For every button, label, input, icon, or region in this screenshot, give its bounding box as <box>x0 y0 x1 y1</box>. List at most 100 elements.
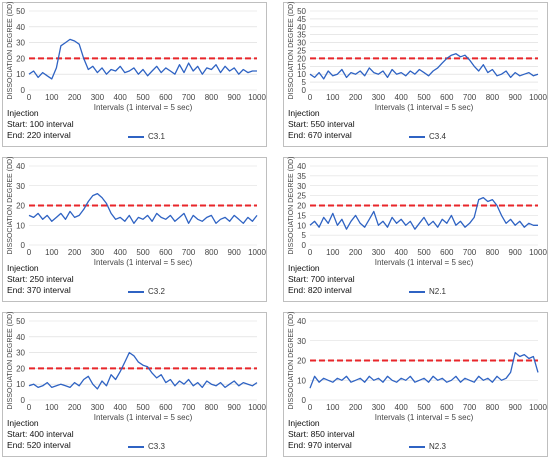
x-tick-label: 200 <box>349 403 363 412</box>
x-tick-label: 500 <box>136 248 150 257</box>
y-tick-label: 20 <box>16 364 25 373</box>
y-axis-label: DISSOCIATION DEGREE (DD) <box>288 2 295 100</box>
y-tick-label: 20 <box>297 54 306 63</box>
x-tick-label: 600 <box>440 93 454 102</box>
x-tick-label: 0 <box>27 93 32 102</box>
x-tick-label: 300 <box>372 93 386 102</box>
legend-swatch <box>409 445 425 448</box>
injection-start: Start: 700 interval <box>288 274 355 284</box>
x-tick-label: 1000 <box>529 248 547 257</box>
x-tick-label: 500 <box>136 403 150 412</box>
y-tick-label: 15 <box>297 62 306 71</box>
x-tick-label: 800 <box>486 93 500 102</box>
injection-start: Start: 250 interval <box>7 274 74 284</box>
y-tick-label: 10 <box>16 221 25 230</box>
y-tick-label: 0 <box>21 396 26 405</box>
x-tick-label: 1000 <box>529 403 547 412</box>
legend-label: C3.1 <box>148 132 165 141</box>
y-tick-label: 10 <box>297 70 306 79</box>
x-tick-label: 300 <box>91 248 105 257</box>
chart-panel: 0 10 20 30 40 50 0 100 200 300 400 500 600 700 800 900 1… <box>2 312 267 457</box>
y-axis-label: DISSOCIATION DEGREE (DD) <box>288 157 295 255</box>
x-tick-label: 1000 <box>248 248 266 257</box>
x-tick-label: 300 <box>372 403 386 412</box>
x-axis-label: Intervals (1 interval = 5 sec) <box>375 413 474 422</box>
injection-end: End: 670 interval <box>288 130 352 140</box>
x-tick-label: 800 <box>205 403 219 412</box>
y-tick-label: 10 <box>16 70 25 79</box>
injection-start: Start: 400 interval <box>7 429 74 439</box>
injection-info: Injection Start: 550 interval End: 670 i… <box>288 108 355 141</box>
y-axis-label: DISSOCIATION DEGREE (DD) <box>7 312 14 410</box>
series-line <box>28 38 257 80</box>
x-tick-label: 700 <box>463 248 477 257</box>
y-tick-label: 0 <box>302 241 307 250</box>
x-tick-label: 400 <box>395 93 409 102</box>
x-tick-label: 400 <box>395 403 409 412</box>
y-tick-label: 20 <box>16 202 25 211</box>
chart-panel: 0 5 10 15 20 25 30 35 40 45 50 0 100 200 300 400 500 600 7… <box>283 2 548 147</box>
x-axis-label: Intervals (1 interval = 5 sec) <box>94 413 193 422</box>
injection-title: Injection <box>288 418 320 428</box>
y-tick-label: 5 <box>302 78 307 87</box>
legend: C3.1 <box>128 132 165 141</box>
y-tick-label: 30 <box>297 39 306 48</box>
x-tick-label: 1000 <box>248 403 266 412</box>
injection-title: Injection <box>288 108 320 118</box>
legend-label: C3.4 <box>429 132 446 141</box>
legend-swatch <box>128 290 144 293</box>
y-tick-label: 40 <box>16 162 25 171</box>
x-tick-label: 0 <box>27 403 32 412</box>
x-tick-label: 100 <box>326 403 340 412</box>
x-tick-label: 200 <box>68 93 82 102</box>
x-tick-label: 300 <box>91 93 105 102</box>
y-tick-label: 0 <box>302 86 307 95</box>
series-line <box>309 196 538 230</box>
x-tick-label: 600 <box>159 93 173 102</box>
y-tick-label: 35 <box>297 172 306 181</box>
x-tick-label: 400 <box>395 248 409 257</box>
y-tick-label: 40 <box>16 333 25 342</box>
x-tick-label: 100 <box>45 248 59 257</box>
x-tick-label: 0 <box>308 93 313 102</box>
injection-title: Injection <box>7 263 39 273</box>
legend-swatch <box>128 445 144 448</box>
legend: N2.1 <box>409 287 446 296</box>
x-tick-label: 200 <box>349 93 363 102</box>
y-tick-label: 0 <box>21 241 26 250</box>
x-tick-label: 1000 <box>248 93 266 102</box>
injection-end: End: 370 interval <box>7 285 71 295</box>
chart-panel: 0 5 10 15 20 25 30 35 40 0 100 200 300 400 500 600 700 80… <box>283 157 548 302</box>
x-axis-label: Intervals (1 interval = 5 sec) <box>375 103 474 112</box>
x-tick-label: 900 <box>228 93 242 102</box>
x-tick-label: 600 <box>440 248 454 257</box>
y-tick-label: 0 <box>302 396 307 405</box>
x-tick-label: 700 <box>182 248 196 257</box>
y-tick-label: 30 <box>16 182 25 191</box>
x-axis-label: Intervals (1 interval = 5 sec) <box>375 258 474 267</box>
x-tick-label: 700 <box>463 93 477 102</box>
legend: N2.3 <box>409 442 446 451</box>
y-tick-label: 10 <box>297 221 306 230</box>
x-tick-label: 900 <box>228 403 242 412</box>
injection-info: Injection Start: 250 interval End: 370 i… <box>7 263 74 296</box>
y-tick-label: 50 <box>16 317 25 326</box>
y-tick-label: 45 <box>297 15 306 24</box>
legend-label: N2.1 <box>429 287 446 296</box>
y-tick-label: 10 <box>16 380 25 389</box>
legend-label: C3.2 <box>148 287 165 296</box>
x-tick-label: 100 <box>326 248 340 257</box>
series-line <box>28 192 258 224</box>
injection-title: Injection <box>7 108 39 118</box>
legend-swatch <box>409 290 425 293</box>
injection-title: Injection <box>7 418 39 428</box>
x-tick-label: 1000 <box>529 93 547 102</box>
x-tick-label: 100 <box>45 93 59 102</box>
x-tick-label: 300 <box>372 248 386 257</box>
injection-info: Injection Start: 700 interval End: 820 i… <box>288 263 355 296</box>
x-tick-label: 200 <box>68 403 82 412</box>
